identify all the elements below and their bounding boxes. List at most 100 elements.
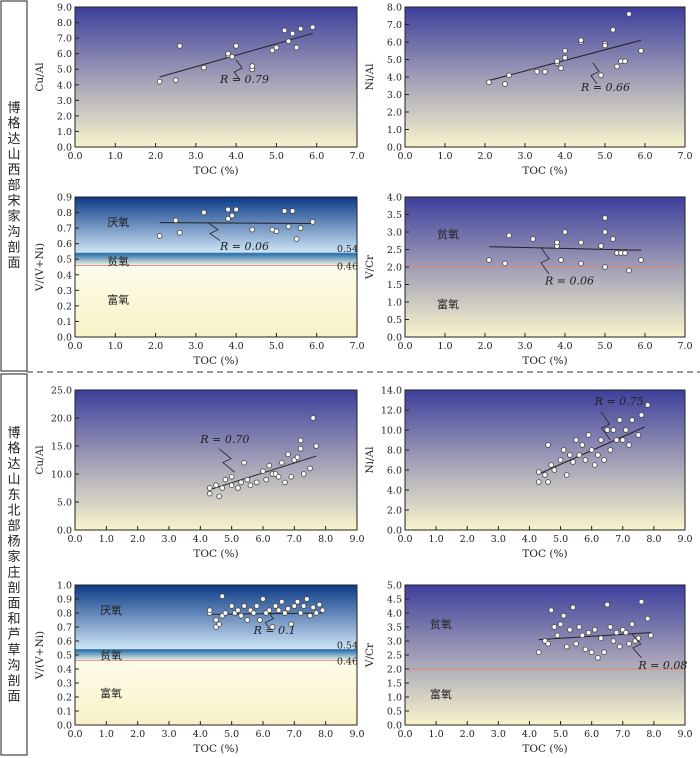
x-tick-label: 7.0 [287, 729, 302, 740]
data-point [591, 626, 598, 633]
redox-gradient-bg [75, 390, 357, 530]
x-tick-label: 3.0 [188, 341, 203, 352]
data-point [225, 50, 231, 57]
data-point [275, 607, 282, 613]
y-tick-label: 3.5 [387, 210, 402, 221]
y-tick-label: 0.2 [57, 693, 72, 704]
x-tick-label: 6.0 [637, 341, 652, 352]
data-point [176, 229, 183, 236]
data-point [289, 30, 296, 37]
data-point [249, 63, 256, 69]
x-tick-label: 1.0 [437, 151, 452, 162]
data-point [294, 598, 301, 605]
data-point [602, 42, 608, 49]
y-tick-label: 2.0 [57, 111, 72, 122]
data-point [172, 217, 179, 224]
data-point [551, 467, 558, 473]
data-point [253, 603, 260, 609]
data-point [562, 229, 568, 235]
y-tick-label: 1.5 [387, 280, 402, 291]
section-label-char: 家 [7, 549, 20, 565]
y-tick-label: 1.0 [387, 125, 402, 136]
x-tick-label: 8.0 [646, 534, 661, 545]
panel-v-cr-northeast: 0.0 1.0 2.0 3.0 4.0 5.0 6.0 7.0 8.0 9.0 0.0 0.5 1.0 1… [364, 581, 693, 756]
zone-label: 富氧 [437, 297, 459, 311]
y-tick-label: 0.8 [57, 609, 72, 620]
data-point [610, 638, 617, 644]
data-point [297, 610, 304, 616]
y-tick-label: 1.5 [387, 679, 402, 690]
data-point [647, 632, 654, 639]
zone-label: 贫氧 [430, 617, 452, 631]
section-label-char: 芦 [7, 627, 20, 642]
x-tick-label: 8.0 [646, 729, 661, 740]
section-label-char: 剖 [7, 241, 20, 256]
x-tick-label: 1.0 [437, 341, 452, 352]
y-tick-label: 1.0 [57, 581, 72, 592]
y-tick-label: 4.5 [387, 595, 402, 606]
data-point [238, 479, 244, 486]
data-point [235, 485, 241, 491]
data-point [309, 24, 316, 31]
y-tick-label: 4.0 [387, 486, 402, 497]
y-axis-label: V/Cr [364, 254, 376, 280]
data-point [622, 58, 628, 65]
x-axis-label: TOC (%) [522, 355, 567, 367]
y-tick-label: 5.0 [57, 65, 72, 76]
x-tick-label: 0.0 [397, 534, 412, 545]
data-point [558, 257, 564, 263]
data-point [578, 239, 584, 246]
data-point [300, 603, 307, 609]
data-point [582, 457, 589, 463]
y-tick-label: 0.4 [57, 270, 72, 281]
threshold-label: 0.54 [337, 640, 358, 651]
section-label-char: 杨 [7, 534, 20, 549]
panel-v-vni-northeast: 0.54 0.46 0.0 1.0 2.0 3.0 4.0 5.0 6.0 7.0 8.0 9.0 0.… [34, 581, 365, 756]
y-tick-label: 0.5 [387, 315, 402, 326]
y-tick-label: 3.0 [57, 96, 72, 107]
zone-label: 富氧 [430, 687, 452, 701]
regression-line [538, 632, 651, 641]
y-tick-label: 2.0 [387, 108, 402, 119]
y-tick-label: 0.2 [57, 301, 72, 312]
data-point [607, 447, 614, 453]
data-point [542, 68, 548, 75]
data-point [551, 624, 558, 630]
data-point [266, 462, 273, 469]
y-tick-label: 0.3 [57, 286, 72, 297]
y-tick-label: 0.8 [57, 208, 72, 219]
plot-frame [74, 196, 358, 338]
x-tick-label: 5.0 [269, 151, 284, 162]
data-point [294, 454, 301, 461]
data-point [567, 452, 573, 458]
plot-frame [74, 389, 358, 531]
data-point [545, 479, 551, 485]
data-point [570, 604, 576, 611]
data-point [530, 236, 536, 242]
data-point [595, 452, 601, 458]
data-point [486, 79, 492, 86]
data-point [607, 624, 614, 630]
x-tick-label: 3.0 [161, 729, 176, 740]
data-point [238, 612, 244, 619]
y-tick-label: 0.0 [387, 333, 402, 344]
data-point [219, 485, 226, 491]
oxic-zone-bg [75, 265, 357, 337]
x-tick-label: 7.0 [287, 534, 302, 545]
y-tick-label: 3.0 [387, 228, 402, 239]
data-point [635, 635, 642, 641]
data-point [573, 437, 579, 443]
y-axis-label: Cu/Al [34, 445, 46, 475]
section-label-char: 剖 [7, 581, 20, 596]
data-point [623, 427, 629, 433]
y-tick-label: 2.5 [387, 651, 402, 662]
x-tick-label: 1.0 [99, 729, 114, 740]
x-tick-label: 1.0 [429, 534, 444, 545]
x-tick-label: 3.0 [517, 151, 532, 162]
section-label-char: 达 [7, 457, 20, 472]
y-axis-label: V/(V+Ni) [34, 243, 46, 292]
section-label-char: 西 [7, 163, 20, 178]
section-frame-top [0, 0, 28, 372]
y-tick-label: 2.0 [387, 263, 402, 274]
